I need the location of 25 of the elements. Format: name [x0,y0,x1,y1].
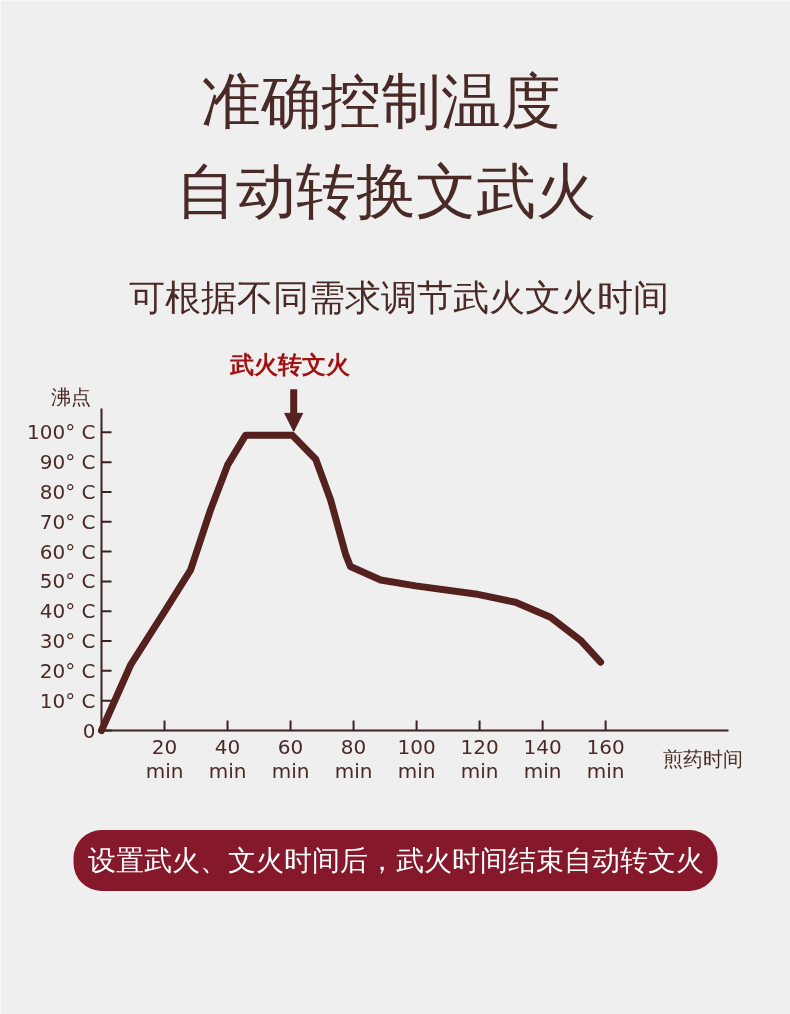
x-tick-label: 140 min [523,734,562,783]
y-tick-label: 80° C [39,479,96,504]
y-tick-label: 100° C [27,420,96,445]
y-axis-title: 沸点 [50,384,91,409]
y-tick-label: 30° C [39,629,96,654]
x-tick-label: 20 min [145,734,184,783]
y-tick-label: 50° C [39,569,96,594]
y-tick-label: 40° C [39,599,96,624]
x-tick-label: 100 min [397,734,436,783]
y-tick-label: 60° C [39,539,96,564]
annotation: 武火转文火 [228,351,351,380]
y-tick-label: 0 [82,718,96,743]
x-tick-label: 160 min [586,734,625,783]
chart-subtitle: 可根据不同需求调节武火文火时间 [128,277,669,318]
x-tick-label: 60 min [271,734,310,783]
x-tick-label: 80 min [334,734,373,783]
chart-title: 准确控制温度自动转换文武火 [175,65,596,226]
text: 设置武火、文火时间后，武火时间结束自动转文火 [87,844,704,877]
x-axis-title: 煎药时间 [662,746,743,771]
y-tick-label: 70° C [39,509,96,534]
y-tick-label: 90° C [39,450,96,475]
y-tick-label: 10° C [39,688,96,713]
x-tick-label: 120 min [460,734,499,783]
y-tick-label: 20° C [39,658,96,683]
x-tick-label: 40 min [208,734,247,783]
